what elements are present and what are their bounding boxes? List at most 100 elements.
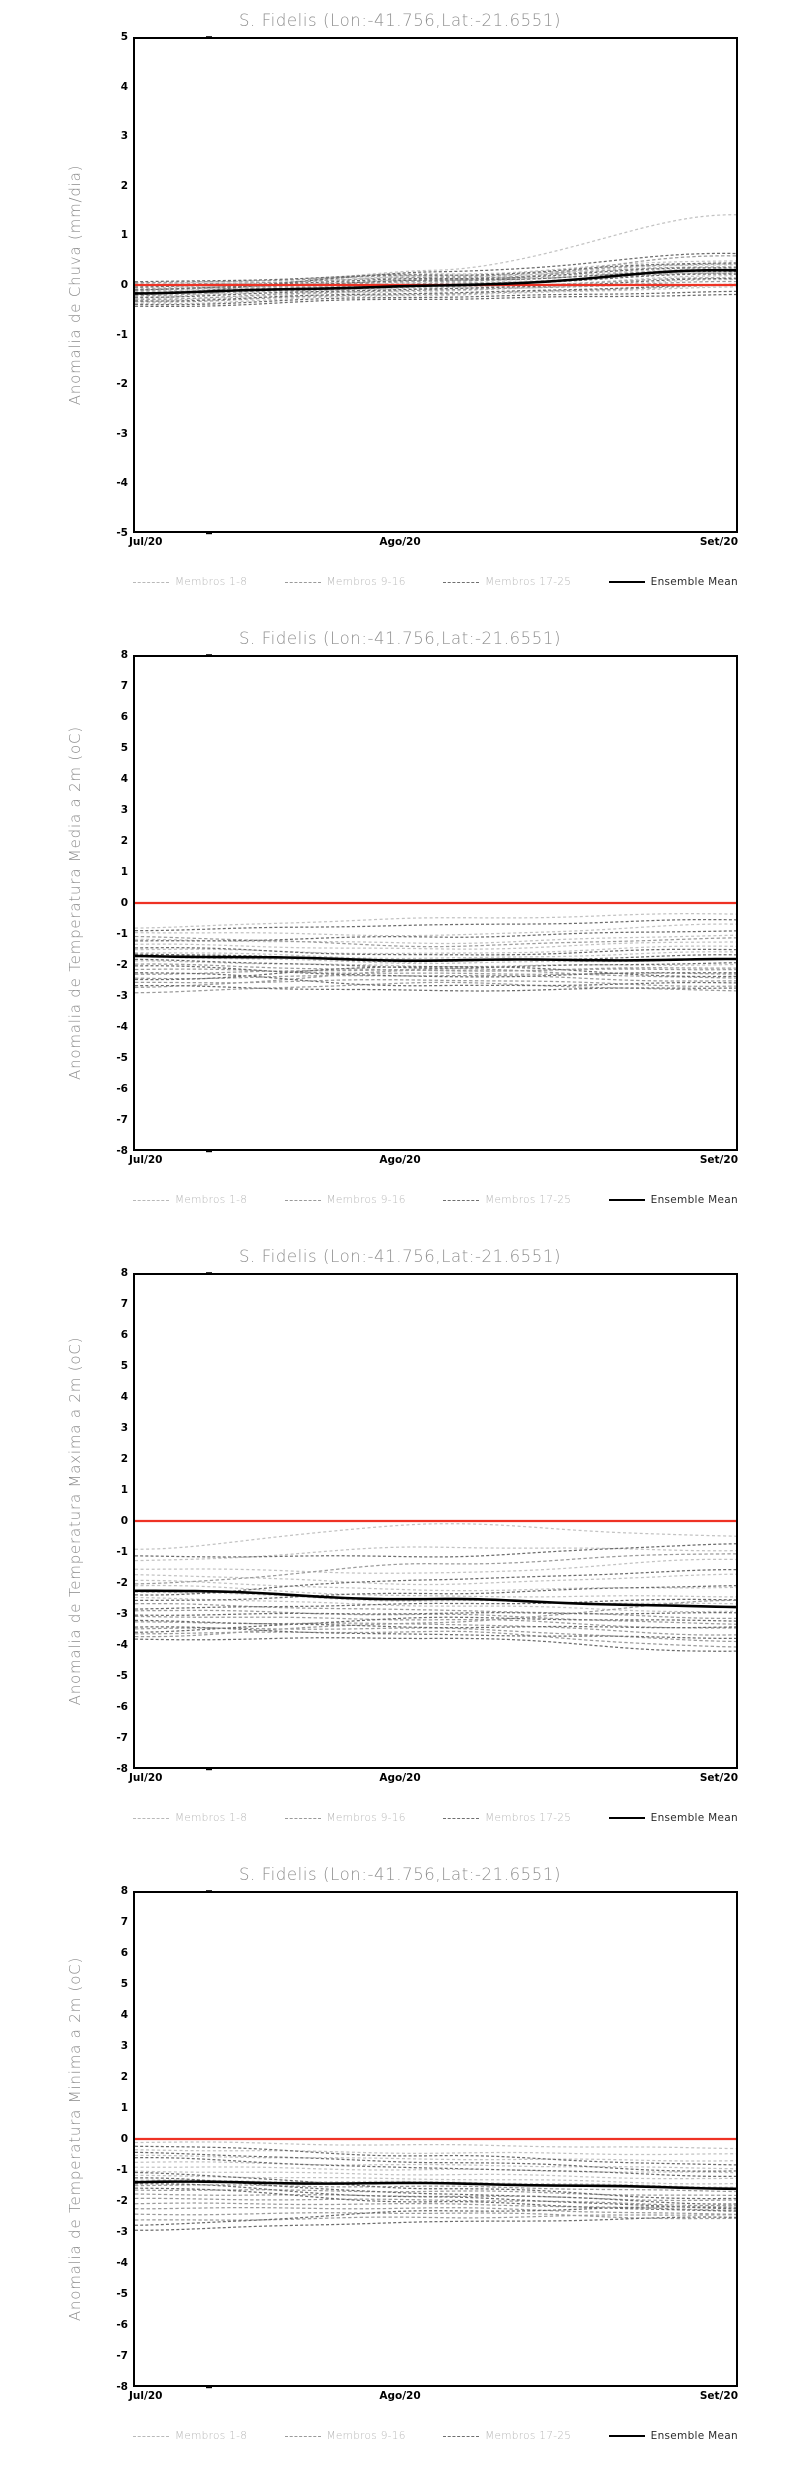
- y-tick-mark: [206, 532, 212, 534]
- legend-label: Membros 1-8: [175, 2430, 248, 2442]
- legend-item[interactable]: Membros 9-16: [284, 576, 406, 588]
- y-tick-label: 0: [120, 896, 128, 909]
- member-line: [135, 1546, 736, 1562]
- plot-canvas: [135, 214, 736, 308]
- x-axis-ticks: Jul/20 Ago/20 Set/20: [0, 1154, 800, 1170]
- member-line: [135, 2187, 736, 2212]
- x-tick-label: Set/20: [699, 1154, 738, 1166]
- member-line: [135, 262, 736, 283]
- x-tick-label: Set/20: [699, 536, 738, 548]
- y-tick-label: 2: [120, 1452, 128, 1465]
- y-tick-label: -4: [116, 1638, 128, 1651]
- x-tick-label: Ago/20: [379, 2390, 421, 2402]
- member-line: [135, 278, 736, 298]
- member-line: [135, 958, 736, 969]
- member-line: [135, 2149, 736, 2156]
- member-line: [135, 1609, 736, 1625]
- legend-label: Membros 9-16: [326, 1194, 406, 1206]
- y-tick-label: -3: [116, 989, 128, 1002]
- legend-item[interactable]: Ensemble Mean: [608, 576, 738, 588]
- legend-line-swatch-icon: [443, 581, 480, 583]
- x-tick-label: Jul/20: [129, 2390, 163, 2402]
- member-line: [135, 2166, 736, 2174]
- member-line: [135, 1626, 736, 1640]
- member-line: [135, 2189, 736, 2197]
- y-tick-label: -5: [116, 2287, 128, 2300]
- legend-label: Ensemble Mean: [650, 2430, 738, 2442]
- member-line: [135, 1579, 736, 1592]
- y-tick-label: 8: [120, 1266, 128, 1279]
- member-line: [135, 935, 736, 948]
- member-line: [135, 2202, 736, 2211]
- member-line: [135, 2216, 736, 2231]
- y-tick-label: 1: [120, 865, 128, 878]
- legend-item[interactable]: Ensemble Mean: [608, 1812, 738, 1824]
- x-tick-label: Ago/20: [379, 1772, 421, 1784]
- y-axis-ticks: 8 7 6 5 4 3 2 1 0 -1 -2 -3 -4 -5 -6 -7 -8: [80, 650, 212, 1156]
- member-line: [135, 1615, 736, 1629]
- y-tick-label: 1: [120, 1483, 128, 1496]
- member-line: [135, 1523, 736, 1550]
- ensemble-mean-line: [135, 268, 736, 295]
- member-line: [135, 1599, 736, 1638]
- member-line: [135, 1619, 736, 1629]
- y-tick-label: 6: [120, 1328, 128, 1341]
- legend-label: Ensemble Mean: [650, 576, 738, 588]
- y-tick-label: 6: [120, 710, 128, 723]
- legend-item[interactable]: Membros 9-16: [284, 1194, 406, 1206]
- member-line: [135, 2170, 736, 2180]
- y-tick-label: 6: [120, 1946, 128, 1959]
- y-tick-label: 5: [120, 1977, 128, 1990]
- chart-title: S. Fidelis (Lon:-41.756,Lat:-21.6551): [238, 629, 561, 648]
- legend-line-swatch-icon: [443, 1817, 480, 1819]
- legend-item[interactable]: Ensemble Mean: [608, 2430, 738, 2442]
- legend-item[interactable]: Ensemble Mean: [608, 1194, 738, 1206]
- y-tick-label: -1: [116, 927, 128, 940]
- member-line: [135, 2145, 736, 2166]
- legend-item[interactable]: Membros 9-16: [284, 1812, 406, 1824]
- legend-line-swatch-icon: [284, 2435, 321, 2437]
- legend-line-swatch-icon: [608, 1817, 645, 1819]
- legend-line-swatch-icon: [443, 2435, 480, 2437]
- legend-item[interactable]: Membros 17-25: [443, 1812, 571, 1824]
- legend-item[interactable]: Membros 1-8: [133, 1194, 247, 1206]
- legend-item[interactable]: Membros 9-16: [284, 2430, 406, 2442]
- legend-label: Ensemble Mean: [650, 1194, 738, 1206]
- y-tick-label: -1: [116, 2163, 128, 2176]
- y-tick-label: 3: [120, 1421, 128, 1434]
- y-tick-label: 2: [120, 179, 128, 192]
- member-line: [135, 1584, 736, 1598]
- legend-item[interactable]: Membros 17-25: [443, 1194, 571, 1206]
- member-line: [135, 1616, 736, 1633]
- chart-panel-temp-media: S. Fidelis (Lon:-41.756,Lat:-21.6551) Ano…: [0, 618, 800, 1236]
- y-tick-label: 0: [120, 2132, 128, 2145]
- legend-item[interactable]: Membros 17-25: [443, 576, 571, 588]
- chart-title: S. Fidelis (Lon:-41.756,Lat:-21.6551): [238, 11, 561, 30]
- member-line: [135, 913, 736, 929]
- member-line: [135, 1558, 736, 1574]
- member-line: [135, 974, 736, 982]
- legend-label: Membros 17-25: [485, 1812, 572, 1824]
- legend-line-swatch-icon: [608, 2435, 645, 2437]
- legend-item[interactable]: Membros 1-8: [133, 576, 247, 588]
- chart-title: S. Fidelis (Lon:-41.756,Lat:-21.6551): [238, 1865, 561, 1884]
- y-tick-label: 5: [120, 30, 128, 43]
- x-tick-label: Set/20: [699, 2390, 738, 2402]
- legend-item[interactable]: Membros 17-25: [443, 2430, 571, 2442]
- legend-item[interactable]: Membros 1-8: [133, 1812, 247, 1824]
- member-line: [135, 966, 736, 981]
- y-tick-label: 7: [120, 679, 128, 692]
- member-line: [135, 278, 736, 301]
- member-line: [135, 945, 736, 955]
- chart-title: S. Fidelis (Lon:-41.756,Lat:-21.6551): [238, 1247, 561, 1266]
- member-line: [135, 1591, 736, 1605]
- member-line: [135, 981, 736, 994]
- member-line: [135, 286, 736, 305]
- member-line: [135, 1573, 736, 1586]
- legend-label: Membros 17-25: [485, 576, 572, 588]
- y-tick-label: 4: [120, 1390, 128, 1403]
- member-line: [135, 967, 736, 989]
- y-tick-label: 1: [120, 229, 128, 242]
- y-tick-label: -4: [116, 2256, 128, 2269]
- legend-item[interactable]: Membros 1-8: [133, 2430, 247, 2442]
